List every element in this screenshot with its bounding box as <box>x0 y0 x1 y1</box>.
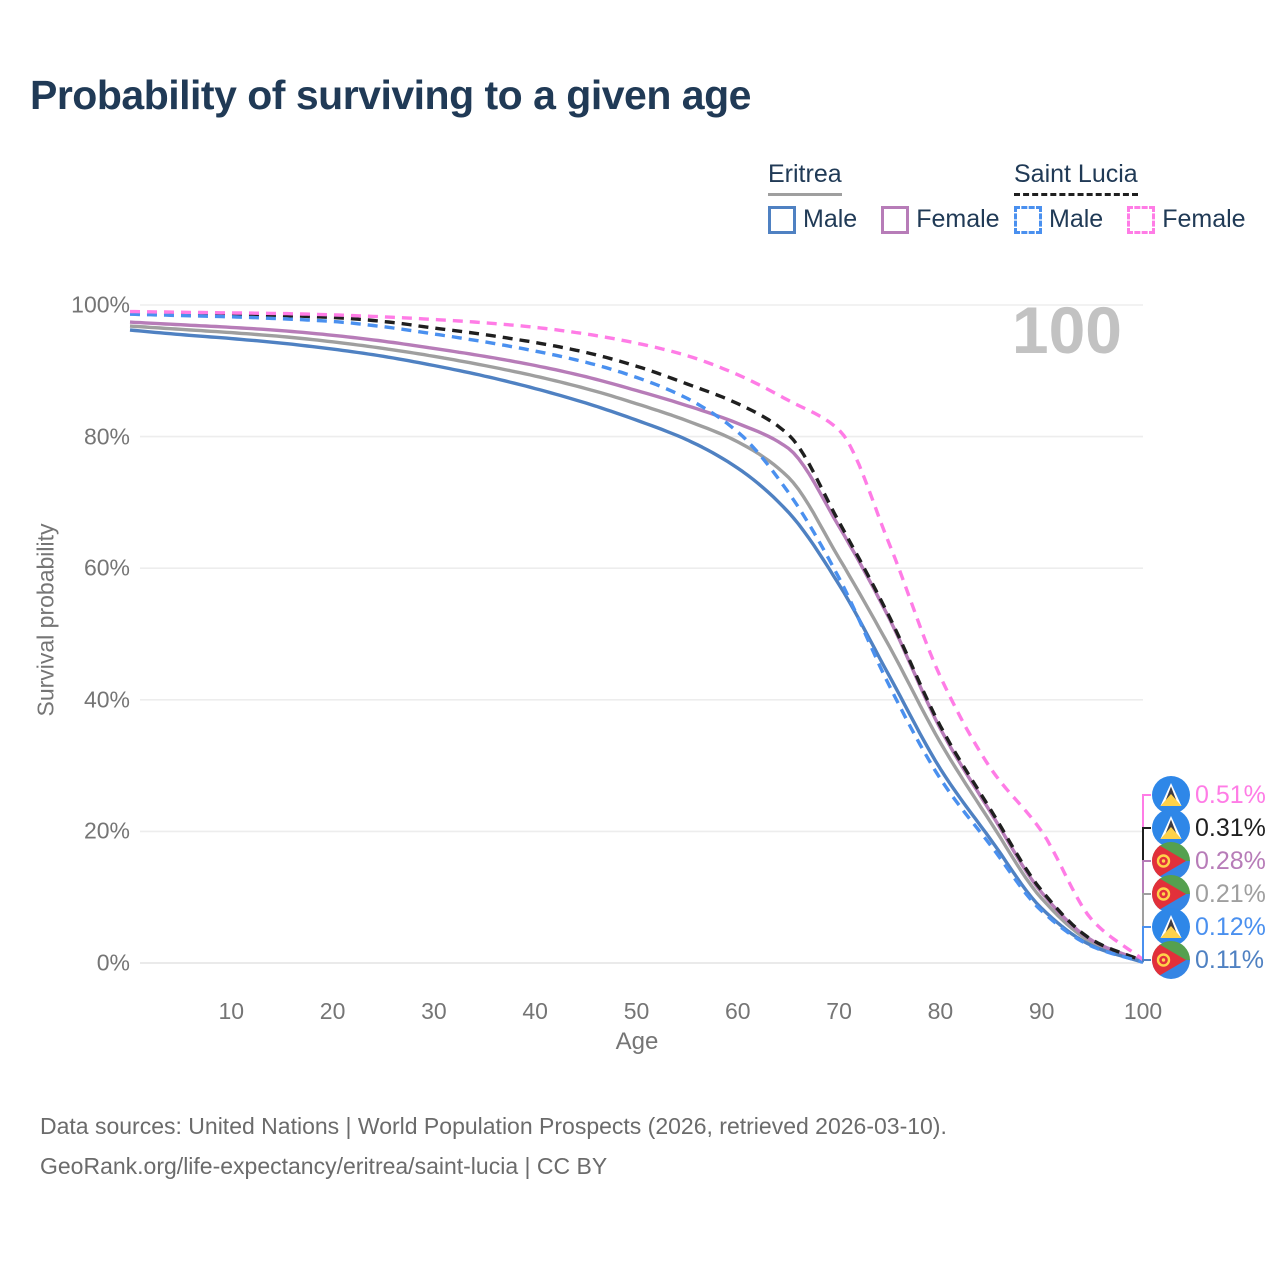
end-value: 0.51% <box>1195 780 1266 809</box>
y-tick-label: 80% <box>83 423 130 450</box>
end-label-connector <box>1142 860 1151 962</box>
y-tick-label: 100% <box>71 291 130 318</box>
legend-item-label: Female <box>916 205 1000 233</box>
end-value-row-eritrea: 0.11% <box>1152 941 1264 979</box>
end-label-connector <box>1142 959 1151 963</box>
end-value: 0.28% <box>1195 846 1266 875</box>
legend-item-label: Male <box>1049 205 1104 233</box>
saint-lucia-flag-icon <box>1152 809 1190 847</box>
x-tick-label: 30 <box>421 998 447 1024</box>
legend-item-saint-lucia-female[interactable]: Female <box>1127 205 1246 234</box>
x-tick-label: 90 <box>1028 998 1055 1024</box>
end-value: 0.31% <box>1195 813 1266 842</box>
y-tick-label: 60% <box>83 554 130 581</box>
x-tick-label: 10 <box>218 998 245 1024</box>
x-tick-label: 40 <box>522 998 548 1024</box>
saint-lucia-female-swatch-icon <box>1127 205 1156 234</box>
legend-header-saint-lucia: Saint Lucia <box>1014 160 1138 196</box>
x-tick-label: 70 <box>826 998 852 1024</box>
x-tick-label: 20 <box>319 998 346 1024</box>
eritrea-flag-icon <box>1152 875 1190 913</box>
x-tick-label: 80 <box>927 998 954 1024</box>
series-line-eritrea-male[interactable] <box>129 328 1144 964</box>
saint-lucia-flag-icon <box>1152 776 1190 814</box>
attribution-line: GeoRank.org/life-expectancy/eritrea/sain… <box>40 1153 608 1179</box>
x-tick-label: 60 <box>725 998 751 1024</box>
end-label-connector <box>1142 926 1151 963</box>
page-title: Probability of surviving to a given age <box>30 72 751 118</box>
eritrea-flag-icon <box>1152 941 1190 979</box>
footer: Data sources: United Nations | World Pop… <box>40 1106 947 1186</box>
series-line-eritrea-total[interactable] <box>129 324 1144 964</box>
end-value: 0.11% <box>1195 945 1265 974</box>
legend-group-eritrea: Eritrea Male Female <box>768 160 1024 234</box>
x-axis-title: Age <box>615 1028 659 1055</box>
series-line-saint-lucia-female[interactable] <box>130 309 1145 961</box>
legend-header-eritrea: Eritrea <box>768 160 842 196</box>
end-value-row-eritrea: 0.28% <box>1152 842 1266 880</box>
eritrea-flag-icon <box>1152 842 1190 880</box>
series-line-saint-lucia-total[interactable] <box>129 311 1144 963</box>
saint-lucia-flag-icon <box>1152 908 1190 946</box>
data-sources-line: Data sources: United Nations | World Pop… <box>40 1113 947 1139</box>
legend-item-label: Female <box>1162 205 1246 233</box>
legend-item-eritrea-male[interactable]: Male <box>768 205 857 234</box>
legend-item-eritrea-female[interactable]: Female <box>881 205 1000 234</box>
y-tick-label: 40% <box>83 686 130 713</box>
y-tick-label: 20% <box>83 817 130 844</box>
x-tick-label: 50 <box>623 998 650 1024</box>
legend-item-label: Male <box>803 205 858 233</box>
end-value-row-saint-lucia: 0.12% <box>1152 908 1266 946</box>
series-line-saint-lucia-male[interactable] <box>129 312 1144 964</box>
end-value-row-saint-lucia: 0.31% <box>1152 809 1266 847</box>
end-label-connector <box>1142 794 1151 960</box>
legend-group-saint-lucia: Saint Lucia Male Female <box>1014 160 1270 234</box>
end-value-row-eritrea: 0.21% <box>1152 875 1266 913</box>
saint-lucia-male-swatch-icon <box>1014 205 1042 234</box>
series-line-eritrea-female[interactable] <box>129 320 1144 963</box>
eritrea-female-swatch-icon <box>881 205 910 234</box>
legend-item-saint-lucia-male[interactable]: Male <box>1014 205 1103 234</box>
end-value-row-saint-lucia: 0.51% <box>1152 776 1266 814</box>
eritrea-male-swatch-icon <box>768 205 796 234</box>
x-tick-label: 100 <box>1123 998 1163 1024</box>
end-value: 0.21% <box>1195 879 1266 908</box>
end-value: 0.12% <box>1195 912 1266 941</box>
y-tick-label: 0% <box>96 949 130 976</box>
